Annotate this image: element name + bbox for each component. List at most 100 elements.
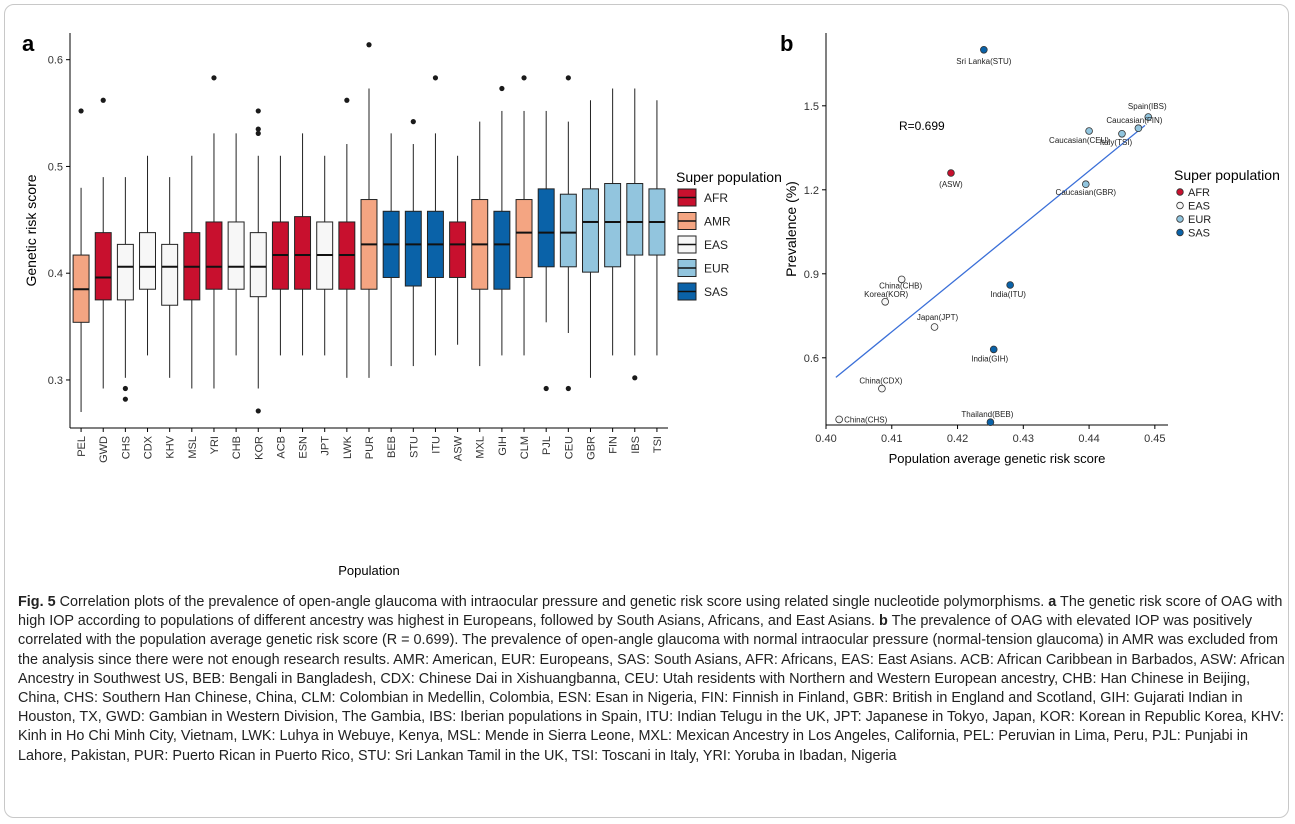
panel-b-x-tick-label: 0.42 bbox=[947, 433, 968, 445]
scatter-point bbox=[835, 415, 843, 424]
panel-b-y-axis-label: Prevalence (%) bbox=[783, 181, 799, 277]
panel-a-x-tick-label: JPT bbox=[320, 436, 332, 456]
panel-a-x-tick-label: BEB bbox=[386, 436, 398, 458]
box-MXL: MXL bbox=[471, 121, 489, 459]
scatter-point-label: China(CHB) bbox=[879, 281, 922, 290]
panel-a-y-tick-label: 0.5 bbox=[48, 161, 63, 173]
box-KHV: KHV bbox=[161, 177, 179, 459]
panel-a-x-tick-label: TSI bbox=[652, 436, 664, 453]
panel-a-x-tick-label: KHV bbox=[165, 435, 177, 458]
box-body bbox=[515, 199, 533, 278]
panel-b-legend-title: Super population bbox=[1174, 167, 1280, 183]
box-body bbox=[227, 221, 245, 290]
scatter-point-label: Thailand(BEB) bbox=[961, 410, 1013, 419]
figure-frame bbox=[4, 4, 1289, 818]
box-outlier-point bbox=[122, 385, 128, 392]
legend-marker bbox=[1176, 201, 1184, 210]
scatter-point-label: China(CDX) bbox=[859, 377, 902, 386]
scatter-point bbox=[980, 45, 988, 54]
box-outlier-point bbox=[255, 130, 261, 136]
panel-a-y-tick-label: 0.6 bbox=[48, 55, 63, 67]
panel-a-x-tick-label: ESN bbox=[298, 436, 310, 459]
box-GWD: GWD bbox=[94, 97, 112, 463]
point-Thailand(BEB): Thailand(BEB) bbox=[961, 410, 1014, 427]
scatter-point-label: Korea(KOR) bbox=[864, 290, 908, 299]
panel-a-x-tick-label: LWK bbox=[342, 435, 354, 459]
box-outlier-point bbox=[255, 408, 261, 414]
panel-b-x-tick-label: 0.44 bbox=[1078, 433, 1099, 445]
box-TSI: TSI bbox=[648, 100, 666, 453]
panel-b-legend-entry-AFR: AFR bbox=[1176, 187, 1210, 199]
panel-b-y-tick-label: 1.2 bbox=[804, 185, 819, 197]
panel-a-x-tick-label: GBR bbox=[585, 436, 597, 460]
panel-a-x-tick-label: PUR bbox=[364, 436, 376, 459]
box-body bbox=[249, 232, 267, 298]
scatter-point-label: India(ITU) bbox=[990, 290, 1026, 299]
point-China(CDX): China(CDX) bbox=[859, 377, 903, 393]
box-FIN: FIN bbox=[604, 88, 622, 454]
box-YRI: YRI bbox=[205, 75, 223, 454]
panel-b-x-tick-label: 0.41 bbox=[881, 433, 902, 445]
box-body bbox=[116, 243, 134, 301]
figure-caption: Fig. 5 Correlation plots of the prevalen… bbox=[18, 593, 1286, 766]
box-body bbox=[94, 232, 112, 301]
scatter-point-label: Italy(TSI) bbox=[1100, 138, 1133, 147]
panel-b-x-tick-label: 0.43 bbox=[1013, 433, 1034, 445]
panel-b-fit-line bbox=[835, 124, 1146, 378]
panel-a-label: a bbox=[22, 31, 35, 56]
scatter-point bbox=[989, 345, 998, 354]
box-ESN: ESN bbox=[294, 133, 312, 459]
panel-a-x-axis-label: Population bbox=[338, 563, 399, 578]
scatter-point bbox=[1085, 127, 1093, 135]
legend-marker bbox=[1176, 228, 1184, 237]
box-outlier-point bbox=[521, 75, 527, 81]
scatter-point bbox=[897, 275, 906, 284]
panel-a-x-tick-label: ACB bbox=[275, 436, 287, 459]
panel-a-x-tick-label: FIN bbox=[608, 436, 620, 454]
point-Japan(JPT): Japan(JPT) bbox=[917, 313, 959, 331]
box-body bbox=[559, 193, 577, 268]
box-outlier-point bbox=[78, 108, 84, 114]
scatter-point bbox=[930, 323, 939, 331]
box-outlier-point bbox=[410, 119, 416, 125]
legend-label: AMR bbox=[704, 215, 731, 229]
box-outlier-point bbox=[432, 75, 439, 81]
legend-marker bbox=[1176, 215, 1184, 223]
legend-label: AFR bbox=[704, 191, 728, 205]
point-Caucasian(CEU): Caucasian(CEU) bbox=[1049, 127, 1109, 145]
panel-b-legend-entry-SAS: SAS bbox=[1176, 228, 1210, 240]
panel-b-y-tick-label: 1.5 bbox=[804, 101, 819, 113]
panel-a-legend-entry-AFR: AFR bbox=[677, 188, 728, 207]
box-outlier-point bbox=[255, 108, 261, 114]
scatter-point-label: Caucasian(GBR) bbox=[1056, 188, 1117, 197]
point-Sri Lanka(STU): Sri Lanka(STU) bbox=[956, 45, 1012, 66]
panel-b-x-tick-label: 0.40 bbox=[815, 433, 836, 445]
scatter-point bbox=[1118, 130, 1126, 138]
panel-a-x-tick-label: CHB bbox=[231, 436, 243, 459]
legend-label: SAS bbox=[1188, 228, 1210, 240]
scatter-point-label: Spain(IBS) bbox=[1128, 102, 1167, 111]
box-body bbox=[604, 183, 622, 268]
panel-a-x-tick-label: PEL bbox=[76, 436, 88, 457]
scatter-point-label: China(CHS) bbox=[844, 415, 887, 424]
box-CDX: CDX bbox=[139, 155, 156, 459]
scatter-point bbox=[881, 297, 889, 306]
box-outlier-point bbox=[565, 75, 571, 81]
legend-label: SAS bbox=[704, 285, 728, 299]
box-CHS: CHS bbox=[116, 177, 134, 459]
scatter-point bbox=[1081, 180, 1090, 189]
scatter-point-label: India(GIH) bbox=[971, 354, 1008, 363]
panel-a-legend: Super population AFR AMR EAS EUR SAS bbox=[676, 169, 782, 301]
point-Caucasian(FIN): Caucasian(FIN) bbox=[1106, 116, 1163, 132]
box-GIH: GIH bbox=[493, 85, 511, 456]
box-KOR: KOR bbox=[249, 108, 267, 460]
scatter-point bbox=[947, 169, 955, 177]
box-body bbox=[404, 210, 422, 287]
box-PUR: PUR bbox=[360, 42, 378, 459]
box-outlier-point bbox=[632, 375, 638, 381]
panel-a-x-tick-label: GIH bbox=[497, 436, 509, 456]
box-GBR: GBR bbox=[582, 100, 599, 460]
panel-a-x-tick-label: IBS bbox=[630, 436, 642, 454]
caption-b-label: b bbox=[879, 613, 888, 630]
